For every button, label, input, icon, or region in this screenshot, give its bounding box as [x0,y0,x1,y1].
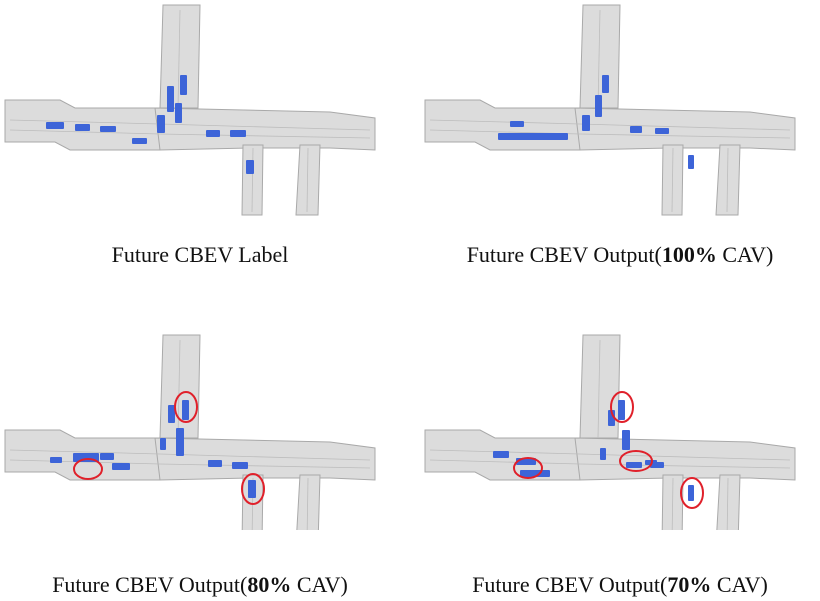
vehicle-mark [230,130,246,137]
road-network [424,4,796,216]
vehicle-mark [167,86,174,112]
bev-map [4,4,376,216]
vehicle-mark [688,485,694,501]
vehicle-mark [520,470,550,477]
road-north [579,4,621,109]
lane-line [429,449,791,461]
road-west [424,99,581,151]
error-highlight-circle [241,473,265,505]
vehicle-mark [595,95,602,117]
lane-line [671,147,674,213]
vehicle-mark [248,480,256,498]
vehicle-mark [75,124,90,131]
vehicle-mark [655,128,669,134]
road-network [4,4,376,216]
vehicle-mark [182,400,189,420]
vehicle-mark [208,460,222,467]
lane-line [597,339,601,439]
bev-map [424,334,796,530]
vehicle-mark [232,462,248,469]
vehicle-mark [100,126,116,132]
caption: Future CBEV Output(70% CAV) [472,572,768,597]
panel-output-100: Future CBEV Output(100% CAV) [420,0,820,300]
lane-line [429,129,791,139]
vehicle-mark [112,463,130,470]
panel-output-80: Future CBEV Output(80% CAV) [0,300,400,600]
vehicle-mark [206,130,220,137]
vehicle-mark [176,428,184,456]
road-south-2 [295,144,321,216]
bev-map [424,4,796,216]
error-highlight-circle [513,457,543,479]
lane-line [726,477,729,530]
error-highlight-circle [174,391,198,423]
vehicle-mark [246,160,254,174]
vehicle-mark [630,126,642,133]
lane-line [9,129,371,139]
vehicle-mark [582,115,590,131]
road-north [159,4,201,109]
vehicle-mark [157,115,165,133]
road-east [154,437,376,481]
lane-line [597,9,601,109]
vehicle-mark [626,462,642,468]
lane-line [306,477,309,530]
vehicle-mark [180,75,187,95]
panel-future-label: Future CBEV Label [0,0,400,300]
vehicle-mark [132,138,147,144]
vehicle-mark [46,122,64,129]
bev-map [4,334,376,530]
vehicle-mark [622,430,630,450]
lane-line [177,9,181,109]
lane-line [429,459,791,469]
lane-line [726,147,729,213]
caption: Future CBEV Output(80% CAV) [52,572,348,597]
road-east [154,107,376,151]
panel-output-70: Future CBEV Output(70% CAV) [420,300,820,600]
vehicle-mark [168,405,175,423]
vehicle-mark [175,103,182,123]
vehicle-mark [160,438,166,450]
lane-line [251,147,254,213]
error-highlight-circle [610,391,634,423]
vehicle-mark [100,453,114,460]
lane-line [9,449,371,461]
error-highlight-circle [73,458,103,480]
vehicle-mark [510,121,524,127]
vehicle-mark [618,400,625,420]
error-highlight-circle [680,477,704,509]
road-network [424,334,796,530]
lane-line [429,119,791,131]
vehicle-mark [493,451,509,458]
vehicle-mark [498,133,568,140]
road-south-2 [715,144,741,216]
vehicle-mark [50,457,62,463]
road-east [574,107,796,151]
caption: Future CBEV Output(100% CAV) [466,242,774,267]
vehicle-mark [600,448,606,460]
lane-line [671,477,674,530]
road-south-2 [296,474,321,530]
lane-line [306,147,309,213]
error-highlight-circle [619,450,653,472]
lane-line [177,339,181,439]
caption: Future CBEV Label [111,242,289,267]
road-south-2 [716,474,741,530]
vehicle-mark [688,155,694,169]
vehicle-mark [602,75,609,93]
road-network [4,334,376,530]
